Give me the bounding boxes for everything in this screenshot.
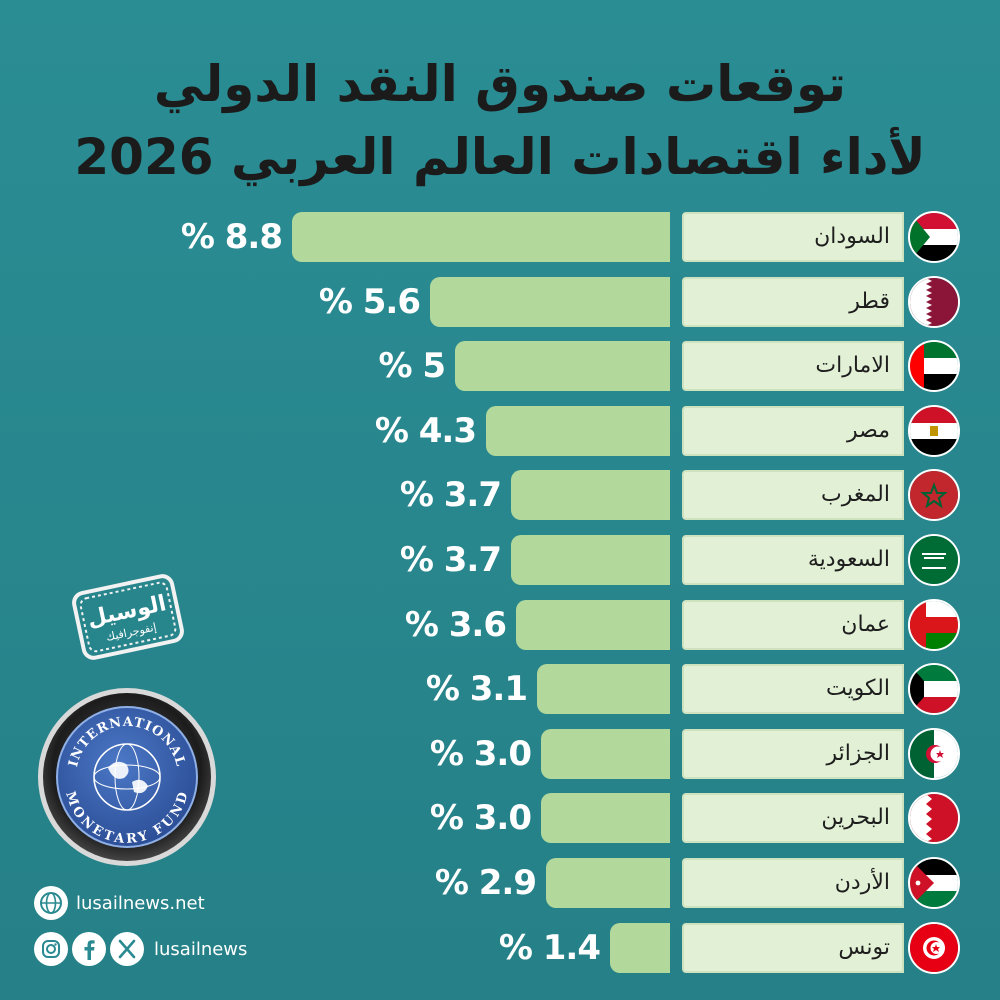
bar — [292, 212, 670, 262]
bar — [516, 600, 670, 650]
country-label-box: مصر — [682, 406, 904, 456]
imf-logo: INTERNATIONAL MONETARY FUND — [38, 688, 216, 866]
country-label-box: المغرب — [682, 470, 904, 520]
website-link[interactable]: lusailnews.net — [76, 893, 205, 914]
country-label-box: الكويت — [682, 664, 904, 714]
value-label: % 3.7 — [399, 540, 502, 580]
bahrain-flag-icon — [908, 792, 960, 844]
jordan-flag-icon — [908, 857, 960, 909]
qatar-flag-icon — [908, 276, 960, 328]
country-label: الجزائر — [826, 741, 890, 766]
value-label: % 3.0 — [429, 734, 532, 774]
country-label-box: عمان — [682, 600, 904, 650]
saudi-flag-icon — [908, 534, 960, 586]
social-handle[interactable]: lusailnews — [154, 939, 248, 960]
country-label-box: البحرين — [682, 793, 904, 843]
bar — [537, 664, 670, 714]
country-label-box: الأردن — [682, 858, 904, 908]
country-label-box: الجزائر — [682, 729, 904, 779]
bar — [511, 470, 670, 520]
uae-flag-icon — [908, 340, 960, 392]
country-label-box: السعودية — [682, 535, 904, 585]
country-label: الامارات — [815, 353, 890, 378]
facebook-icon[interactable] — [72, 932, 106, 966]
country-label-box: تونس — [682, 923, 904, 973]
value-label: % 3.1 — [425, 669, 528, 709]
bar — [430, 277, 670, 327]
algeria-flag-icon — [908, 728, 960, 780]
instagram-icon[interactable] — [34, 932, 68, 966]
country-label: السعودية — [807, 547, 890, 572]
country-label: قطر — [849, 289, 890, 314]
country-label-box: قطر — [682, 277, 904, 327]
country-label: الأردن — [834, 870, 890, 895]
country-label: عمان — [841, 612, 890, 637]
globe-icon[interactable] — [34, 886, 68, 920]
title-line-2: لأداء اقتصادات العالم العربي 2026 — [74, 128, 926, 186]
value-label: % 8.8 — [180, 217, 283, 257]
bar — [546, 858, 670, 908]
bar — [455, 341, 670, 391]
egypt-flag-icon — [908, 405, 960, 457]
value-label: % 1.4 — [498, 928, 601, 968]
bar — [541, 793, 670, 843]
bar — [541, 729, 670, 779]
value-label: % 4.3 — [374, 411, 477, 451]
morocco-flag-icon — [908, 469, 960, 521]
bar — [511, 535, 670, 585]
kuwait-flag-icon — [908, 663, 960, 715]
country-label: البحرين — [821, 805, 890, 830]
tunisia-flag-icon — [908, 922, 960, 974]
country-label: مصر — [846, 418, 890, 443]
alwaseel-stamp-logo: الوسيل إنفوجرافيك — [72, 574, 184, 660]
value-label: % 3.6 — [404, 605, 507, 645]
value-label: % 5.6 — [318, 282, 421, 322]
value-label: % 3.7 — [399, 475, 502, 515]
value-label: % 5 — [378, 346, 446, 386]
country-label-box: الامارات — [682, 341, 904, 391]
country-label-box: السودان — [682, 212, 904, 262]
country-label: السودان — [814, 224, 890, 249]
bar — [486, 406, 670, 456]
bar — [610, 923, 670, 973]
oman-flag-icon — [908, 599, 960, 651]
x-twitter-icon[interactable] — [110, 932, 144, 966]
country-label: المغرب — [821, 482, 890, 507]
title-line-1: توقعات صندوق النقد الدولي — [153, 55, 847, 113]
country-label: تونس — [838, 935, 890, 960]
country-label: الكويت — [825, 676, 890, 701]
value-label: % 3.0 — [429, 798, 532, 838]
value-label: % 2.9 — [434, 863, 537, 903]
sudan-flag-icon — [908, 211, 960, 263]
